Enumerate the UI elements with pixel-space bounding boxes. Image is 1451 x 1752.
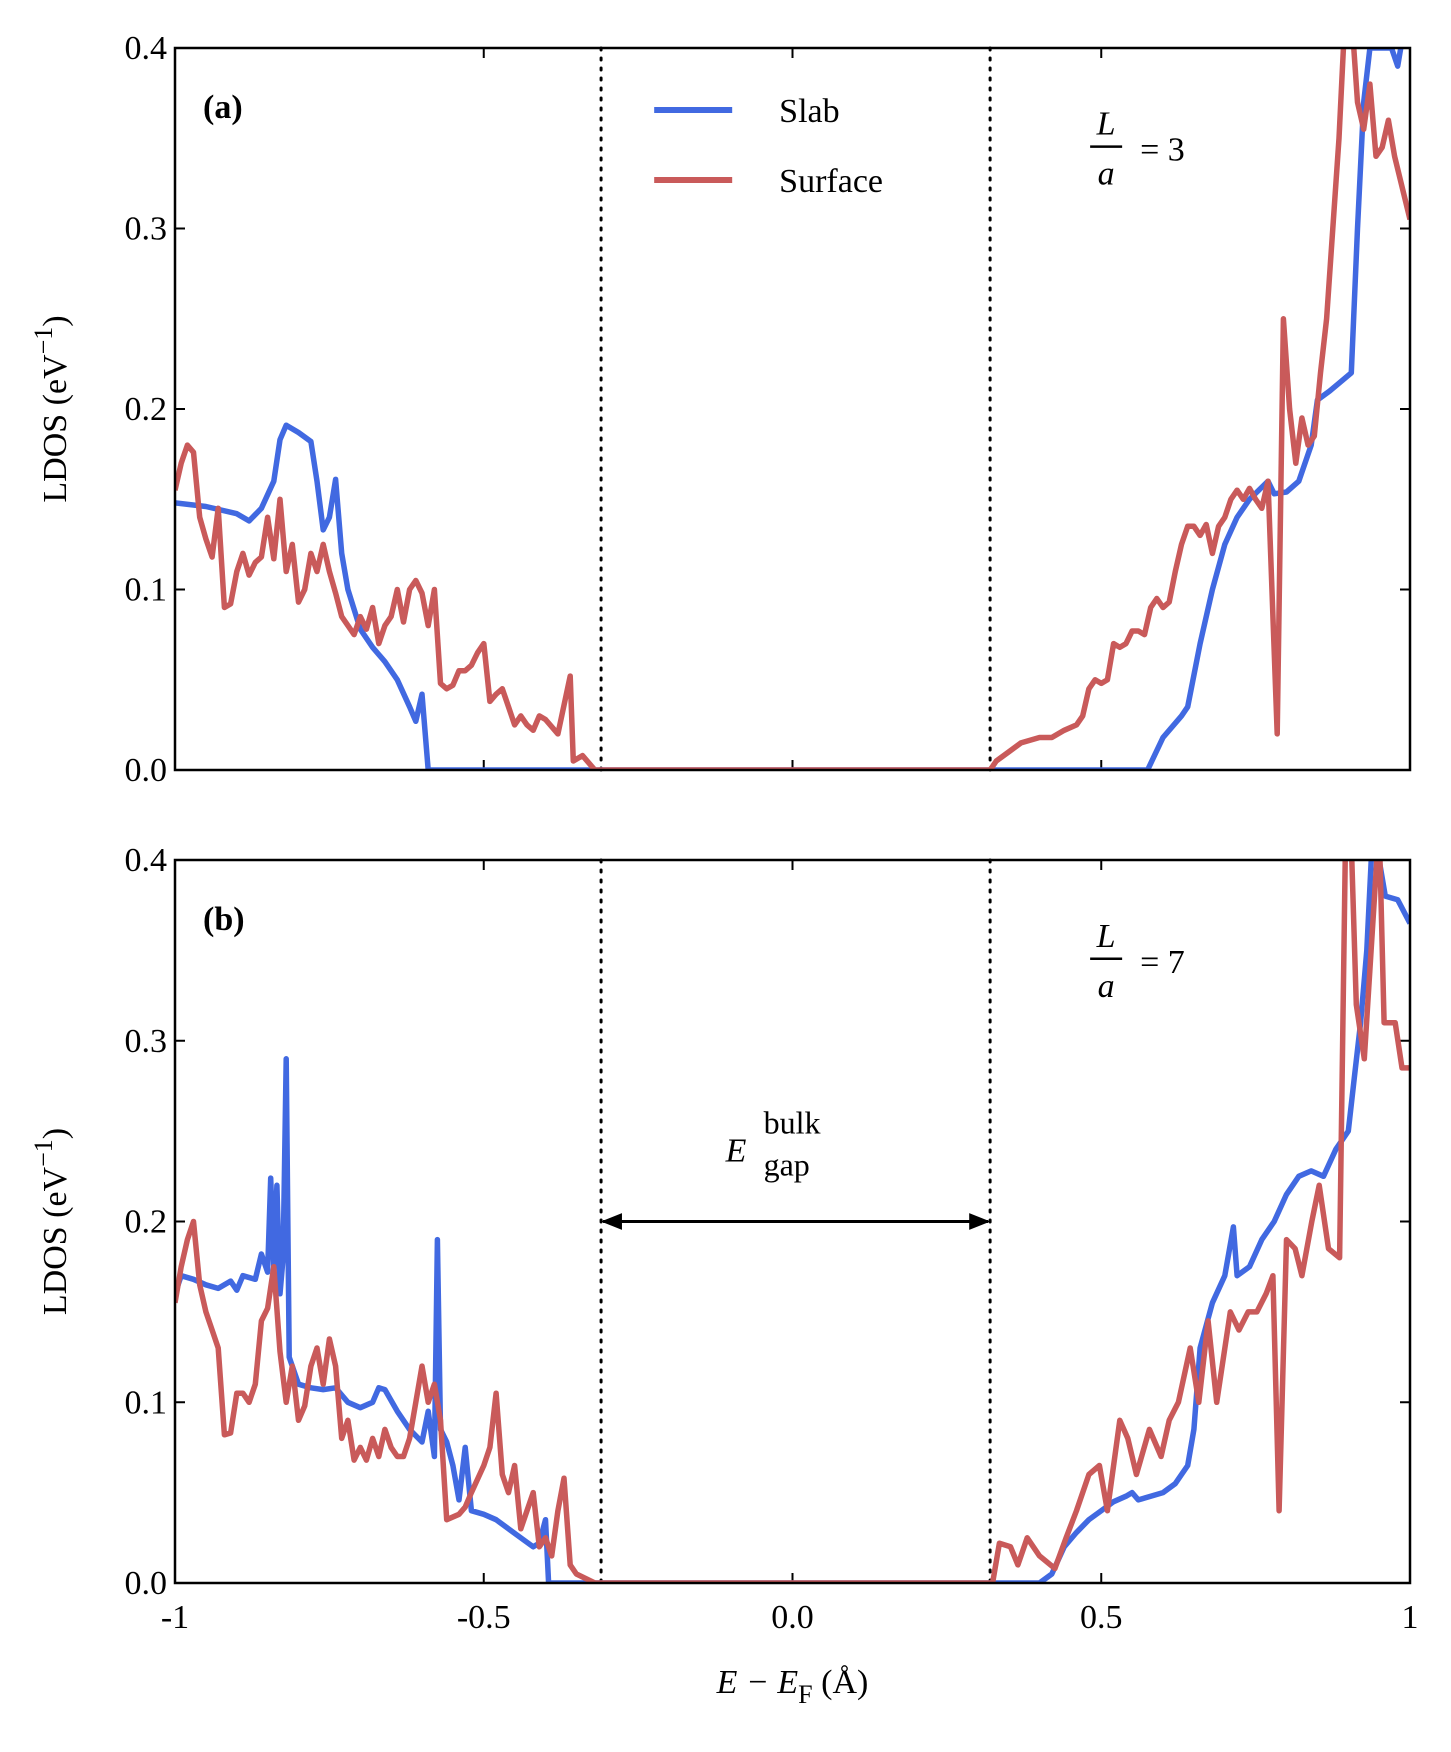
y-axis-label: LDOS (eV−1) xyxy=(29,1128,74,1315)
series-line xyxy=(175,860,1410,1583)
axes-frame xyxy=(173,858,1412,1585)
x-tick-label: 0.0 xyxy=(771,1599,814,1636)
gap-label-sup: bulk xyxy=(764,1105,821,1141)
annotation-value: = 7 xyxy=(1140,944,1185,981)
gap-label-sub: gap xyxy=(764,1147,810,1183)
y-label-text: LDOS (eV xyxy=(37,354,74,503)
x-axis-label: E − EF (Å) xyxy=(716,1664,869,1709)
y-tick-label: 0.0 xyxy=(125,752,168,789)
annotation-numerator: L xyxy=(1096,918,1116,955)
plot-area xyxy=(175,48,1410,770)
y-tick-label: 0.4 xyxy=(125,30,168,67)
y-axis-label: LDOS (eV−1) xyxy=(29,315,74,502)
y-label-sup: −1 xyxy=(29,327,58,355)
series-line xyxy=(175,48,1404,770)
plot-area xyxy=(175,860,1410,1583)
y-label-text: LDOS (eV xyxy=(37,1166,74,1315)
axes-frame xyxy=(173,46,1412,772)
panel-label: (a) xyxy=(203,89,243,126)
y-tick-label: 0.2 xyxy=(125,391,168,428)
annotation-value: = 3 xyxy=(1140,132,1185,169)
y-label-text: ) xyxy=(37,315,74,326)
y-tick-label: 0.2 xyxy=(125,1204,168,1241)
annotation-denominator: a xyxy=(1098,968,1115,1005)
annotation-numerator: L xyxy=(1096,106,1116,143)
x-label-text: (Å) xyxy=(813,1664,869,1701)
y-tick-label: 0.1 xyxy=(125,1384,168,1421)
y-label-sup: −1 xyxy=(29,1139,58,1167)
y-tick-label: 0.1 xyxy=(125,572,168,609)
annotation-denominator: a xyxy=(1098,156,1115,193)
gap-label-e: E xyxy=(725,1133,747,1170)
panel: 0.0 0.1 0.2 0.3 0.4 -1 -0.5 0.0 0.5 1 (b) La = 7 LDOS… xyxy=(29,842,1419,1709)
series-line xyxy=(175,48,1410,770)
x-label-sub: F xyxy=(798,1680,812,1709)
y-tick-label: 0.0 xyxy=(125,1565,168,1602)
x-tick-label: 0.5 xyxy=(1080,1599,1123,1636)
y-tick-label: 0.4 xyxy=(125,842,168,879)
y-tick-label: 0.3 xyxy=(125,211,168,248)
legend-label: Slab xyxy=(779,93,839,130)
y-tick-label: 0.3 xyxy=(125,1023,168,1060)
legend-label: Surface xyxy=(779,163,883,200)
panel: 0.0 0.1 0.2 0.3 0.4 (a) La = 3 LDOS (eV−1) Slab Su… xyxy=(29,30,1412,789)
x-tick-label: 1 xyxy=(1402,1599,1419,1636)
y-label-text: ) xyxy=(37,1128,74,1139)
series-line xyxy=(175,860,1410,1583)
panel-label: (b) xyxy=(203,901,245,938)
x-tick-label: -1 xyxy=(161,1599,189,1636)
x-label-text: E − E xyxy=(716,1664,799,1701)
x-tick-label: -0.5 xyxy=(457,1599,511,1636)
